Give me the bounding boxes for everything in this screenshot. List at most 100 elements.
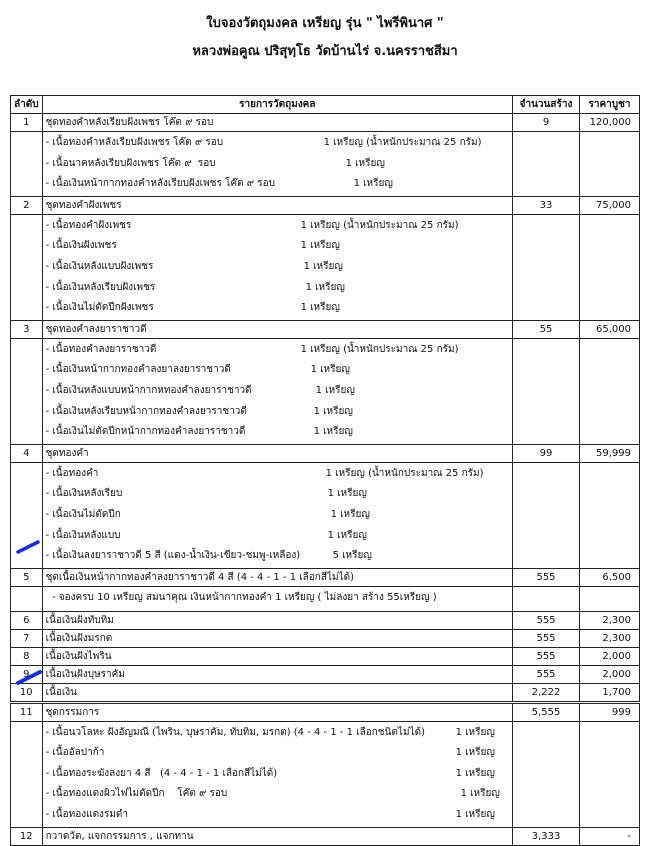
table-header: ลำดับ รายการวัตถุมงคล จำนวนสร้าง ราคาบูช… [10,95,640,114]
row-item-name: ชุดทองคำ [41,443,514,463]
row-price: - [579,826,640,846]
sub-items-row: - จองครบ 10 เหรียญ สมนาคุณ เงินหน้ากากทอ… [10,586,640,612]
sub-item-amount: 1 เหรียญ [327,529,367,541]
sub-item: - เนื้อเงินไม่ตัดปีกหน้ากากทองคำลงยาราชา… [46,422,509,443]
row-price: 2,000 [579,646,640,666]
table-row: 3 ชุดทองคำลงยาราชาวดี 55 65,000 [10,319,640,339]
row-quantity: 555 [512,567,580,587]
sub-item-text: - เนื้อเงินไม่ตัดปีกหน้ากากทองคำลงยาราชา… [45,426,246,438]
sub-item: - เนื้อทองคำ 1 เหรียญ (น้ำหนักประมาณ 25 ก… [46,464,509,485]
row-number: 2 [10,195,43,215]
sub-items-row: - เนื้อนวโลหะ ฝังอัญมณี (ไพริน, บุษราคัม… [10,721,640,828]
sub-item: - จองครบ 10 เหรียญ สมนาคุณ เงินหน้ากากทอ… [46,588,509,610]
sub-item-text: - เนื้อเงินฝังเพชร [45,240,117,252]
sub-items-row: - เนื้อทองคำลงยาราชาวดี 1 เหรียญ (น้ำหนัก… [10,338,640,445]
row-item-name: เนื้อเงินฝังบุษราคัม [41,664,514,684]
table-row: 2 ชุดทองคำฝังเพชร 33 75,000 [10,195,640,215]
sub-items: - จองครบ 10 เหรียญ สมนาคุณ เงินหน้ากากทอ… [41,586,514,612]
document-title: ใบจองวัตถุมงคล เหรียญ รุ่น " ไพรีพินาศ " [206,16,444,31]
sub-item-amount: 1 เหรียญ [300,240,340,252]
row-price: 120,000 [579,113,640,132]
row-price: 2,000 [579,664,640,684]
sub-item: - เนื้อทองระฆังลงยา 4 สี (4 - 4 - 1 - 1 … [46,764,509,785]
row-number: 1 [10,113,43,132]
row-quantity: 555 [512,610,580,630]
sub-item-text: - เนื้อเงินไม่ตัดปีก [45,508,121,520]
row-item-name: ชุดทองคำหลังเรียบฝังเพชร โค๊ต ๙ รอบ [41,113,514,132]
sub-item-amount: 1 เหรียญ [345,157,385,169]
row-item-name: ชุดเนื้อเงินหน้ากากทองคำลงยาราชาวดี 4 สี… [41,567,514,587]
sub-item-text: - จองครบ 10 เหรียญ สมนาคุณ เงินหน้ากากทอ… [45,591,437,603]
table-row: 7 เนื้อเงินฝังมรกต 555 2,300 [10,628,640,648]
sub-item: - เนื้อทองแดงรมดำ 1 เหรียญ [46,805,509,826]
row-number: 5 [10,567,43,587]
row-price: 2,300 [579,610,640,630]
sub-item-text: - เนื้อเงินหลังแบบหน้ากากหทองคำลงยาราชาว… [45,384,252,396]
sub-item-amount: 1 เหรียญ [455,747,495,759]
sub-items-row: - เนื้อทองคำหลังเรียบฝังเพชร โค๊ต ๙ รอบ 1… [10,131,640,197]
row-price: 65,000 [579,319,640,339]
table-row: 9 เนื้อเงินฝังบุษราคัม 555 2,000 [10,664,640,684]
row-quantity: 99 [512,443,580,463]
header-qty: จำนวนสร้าง [512,95,580,114]
sub-item-text: - เนื้อเงินหน้ากากทองคำหลังเรียบฝังเพชร … [45,178,275,190]
sub-item-amount: 1 เหรียญ (น้ำหนักประมาณ 25 กรัม) [300,343,459,355]
table-row: 5 ชุดเนื้อเงินหน้ากากทองคำลงยาราชาวดี 4 ส… [10,567,640,587]
sub-item-amount: 1 เหรียญ [455,726,495,738]
sub-item-amount: 1 เหรียญ [455,767,495,779]
row-quantity: 33 [512,195,580,215]
row-item-name: ชุดกรรมการ [41,700,514,722]
header-price: ราคาบูชา [579,95,640,114]
sub-item: - เนื้อเงินฝังเพชร 1 เหรียญ [46,236,509,257]
row-number: 12 [10,826,43,846]
sub-items: - เนื้อทองคำหลังเรียบฝังเพชร โค๊ต ๙ รอบ 1… [41,131,514,197]
row-quantity: 555 [512,664,580,684]
sub-item-text: - เนื้อเงินหน้ากากทองคำลงยาลงยาราชาวดี [45,364,231,376]
row-price: 59,999 [579,443,640,463]
table-row: 10 เนื้อเงิน 2,222 1,700 [10,682,640,703]
sub-items: - เนื้อทองคำลงยาราชาวดี 1 เหรียญ (น้ำหนัก… [41,338,514,445]
sub-item: - เนื้อเงินหลังเรียบฝังเพชร 1 เหรียญ [46,278,509,299]
sub-items-row: - เนื้อทองคำ 1 เหรียญ (น้ำหนักประมาณ 25 ก… [10,462,640,569]
sub-item: - เนื้อเงินไม่ตัดปีกฝังเพชร 1 เหรียญ [46,298,509,319]
sub-item-amount: 1 เหรียญ (น้ำหนักประมาณ 25 กรัม) [300,219,459,231]
sub-item-text: - เนื้อทองคำ [45,467,99,479]
sub-item: - เนื้อนาคหลังเรียบฝังเพชร โค๊ต ๙ รอบ 1 เ… [46,154,509,175]
sub-item-text: - เนื้ออัลปาก้า [45,747,105,759]
row-item-name: กวาดวัด, แจกกรรมการ , แจกทาน [41,826,514,846]
sub-item-text: - เนื้อนาคหลังเรียบฝังเพชร โค๊ต ๙ รอบ [45,157,216,169]
sub-item-text: - เนื้อนวโลหะ ฝังอัญมณี (ไพริน, บุษราคัม… [45,726,425,738]
row-quantity: 9 [512,113,580,132]
sub-item-amount: 1 เหรียญ [313,405,353,417]
row-number: 4 [10,443,43,463]
header-no: ลำดับ [10,95,43,114]
sub-item-amount: 1 เหรียญ [305,281,345,293]
sub-item: - เนื้อนวโลหะ ฝังอัญมณี (ไพริน, บุษราคัม… [46,723,509,744]
sub-item-amount: 1 เหรียญ (น้ำหนักประมาณ 25 กรัม) [325,467,484,479]
row-quantity: 555 [512,628,580,648]
sub-item-amount: 1 เหรียญ [455,809,495,821]
sub-item: - เนื้อทองแดงผิวไฟไม่ตัดปีก โค๊ต ๙ รอบ 1 … [46,784,509,805]
row-item-name: เนื้อเงินฝังไพริน [41,646,514,666]
sub-items: - เนื้อทองคำ 1 เหรียญ (น้ำหนักประมาณ 25 ก… [41,462,514,569]
sub-item: - เนื้อเงินหน้ากากทองคำหลังเรียบฝังเพชร … [46,174,509,195]
sub-item-text: - เนื้อเงินลงยาราชาวดี 5 สี (แดง-น้ำเงิน… [45,550,301,562]
pen-mark-row-5 [16,540,40,554]
sub-item-amount: 1 เหรียญ (น้ำหนักประมาณ 25 กรัม) [323,137,482,148]
sub-item: - เนื้อเงินหลังเรียบหน้ากากทองคำลงยาราชา… [46,402,509,423]
row-number: 10 [10,682,43,703]
row-quantity: 3,333 [512,826,580,846]
sub-item-amount: 5 เหรียญ [332,550,372,562]
sub-item-text: - เนื้อเงินหลังเรียบ [45,488,123,500]
sub-items: - เนื้อทองคำฝังเพชร 1 เหรียญ (น้ำหนักประม… [41,214,514,321]
sub-items-row: - เนื้อทองคำฝังเพชร 1 เหรียญ (น้ำหนักประม… [10,214,640,321]
table-row: 12 กวาดวัด, แจกกรรมการ , แจกทาน 3,333- [10,826,640,846]
sub-item-amount: 1 เหรียญ [327,488,367,500]
row-quantity: 5,555 [512,700,580,722]
row-number: 3 [10,319,43,339]
sub-item-text: - เนื้อเงินหลังแบบ [45,529,121,541]
row-quantity: 2,222 [512,682,580,703]
row-price: 75,000 [579,195,640,215]
pen-mark-row-10 [16,670,42,685]
sub-item-amount: 1 เหรียญ [313,426,353,438]
